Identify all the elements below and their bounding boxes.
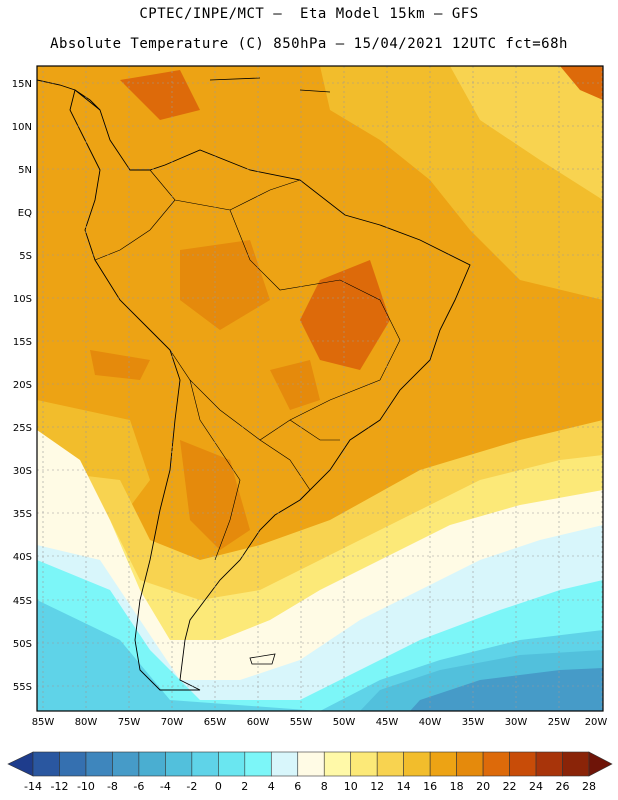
lon-label: 65W [204, 717, 227, 728]
colorbar-swatch [403, 751, 431, 777]
chart-title-line1: CPTEC/INPE/MCT – Eta Model 15km – GFS [139, 6, 479, 22]
temperature-field [37, 66, 603, 711]
colorbar-tick-label: -8 [107, 780, 118, 793]
lon-label: 80W [75, 717, 98, 728]
colorbar-tick-label: 8 [321, 780, 328, 793]
colorbar-swatches [7, 751, 613, 777]
colorbar-swatch [218, 751, 246, 777]
colorbar-tick-label: 12 [370, 780, 384, 793]
lat-label: 50S [13, 639, 32, 650]
lat-label: 45S [13, 596, 32, 607]
colorbar-tick-label: 2 [241, 780, 248, 793]
temperature-map: 15N 10N 5N EQ 5S 10S 15S 20S 25S 30S 35S… [12, 65, 608, 728]
colorbar-swatch [376, 751, 404, 777]
colorbar-tick-label: -12 [50, 780, 68, 793]
lat-label: 40S [13, 552, 32, 563]
lon-label: 75W [118, 717, 141, 728]
colorbar-swatch [535, 751, 563, 777]
lat-label: 15S [13, 337, 32, 348]
lat-label: 20S [13, 380, 32, 391]
colorbar-swatch [297, 751, 325, 777]
colorbar-swatch [59, 751, 87, 777]
colorbar-tick-label: 22 [503, 780, 517, 793]
colorbar-swatch [562, 751, 590, 777]
lat-label: 10S [13, 294, 32, 305]
lat-label: 5N [18, 165, 32, 176]
chart-title-line2: Absolute Temperature (C) 850hPa – 15/04/… [50, 36, 568, 52]
colorbar-tick-label: -2 [186, 780, 197, 793]
lon-label: 40W [419, 717, 442, 728]
colorbar-tick-label: 26 [556, 780, 570, 793]
colorbar-tick-label: 24 [529, 780, 543, 793]
colorbar-swatch [509, 751, 537, 777]
colorbar-tick-label: 10 [344, 780, 358, 793]
colorbar-swatch [323, 751, 352, 777]
longitude-labels: 85W 80W 75W 70W 65W 60W 55W 50W 45W 40W … [32, 717, 608, 728]
lon-label: 55W [290, 717, 313, 728]
latitude-labels: 15N 10N 5N EQ 5S 10S 15S 20S 25S 30S 35S… [12, 79, 32, 693]
map-frame [36, 65, 604, 712]
lon-label: 35W [462, 717, 485, 728]
colorbar-swatch [32, 751, 60, 777]
colorbar-tick-label: -6 [133, 780, 144, 793]
lon-label: 85W [32, 717, 55, 728]
colorbar-swatch [482, 751, 510, 777]
lat-label: 55S [13, 682, 32, 693]
lat-label: 15N [12, 79, 32, 90]
colorbar-tick-label: 18 [450, 780, 464, 793]
lon-label: 20W [585, 717, 608, 728]
lon-label: 60W [247, 717, 270, 728]
lat-label: EQ [18, 208, 32, 219]
colorbar-tick-label: 20 [476, 780, 490, 793]
colorbar-labels: -14 -12 -10 -8 -6 -4 -2 0 2 4 6 8 10 12 14 16 18 20 22 24 26… [24, 780, 596, 793]
lat-label: 10N [12, 122, 32, 133]
colorbar-swatch [85, 751, 113, 777]
colorbar-swatch [456, 751, 484, 777]
colorbar-tick-label: -14 [24, 780, 42, 793]
lat-label: 5S [19, 251, 32, 262]
lon-label: 30W [505, 717, 528, 728]
colorbar-tick-label: 0 [215, 780, 222, 793]
colorbar-swatch [191, 751, 219, 777]
colorbar-swatch [350, 751, 378, 777]
colorbar-tick-label: 4 [268, 780, 275, 793]
lon-label: 50W [333, 717, 356, 728]
colorbar-arrow-right [588, 751, 613, 777]
lon-label: 25W [548, 717, 571, 728]
lat-label: 30S [13, 466, 32, 477]
colorbar-swatch [112, 751, 140, 777]
colorbar-tick-label: -4 [160, 780, 171, 793]
lat-label: 35S [13, 509, 32, 520]
colorbar-swatch [244, 751, 272, 777]
lon-label: 70W [161, 717, 184, 728]
colorbar-arrow-left [7, 751, 34, 777]
colorbar-tick-label: 16 [423, 780, 437, 793]
colorbar-tick-label: 28 [582, 780, 596, 793]
colorbar-tick-label: -10 [77, 780, 95, 793]
colorbar-swatch [138, 751, 166, 777]
colorbar-swatch [429, 751, 457, 777]
colorbar-tick-label: 14 [397, 780, 411, 793]
colorbar-tick-label: 6 [294, 780, 301, 793]
lat-label: 25S [13, 423, 32, 434]
colorbar-swatch [165, 751, 193, 777]
colorbar-swatch [270, 751, 299, 777]
colorbar: -14 -12 -10 -8 -6 -4 -2 0 2 4 6 8 10 12 14 16 18 20 22 24 26… [7, 751, 613, 793]
lon-label: 45W [376, 717, 399, 728]
